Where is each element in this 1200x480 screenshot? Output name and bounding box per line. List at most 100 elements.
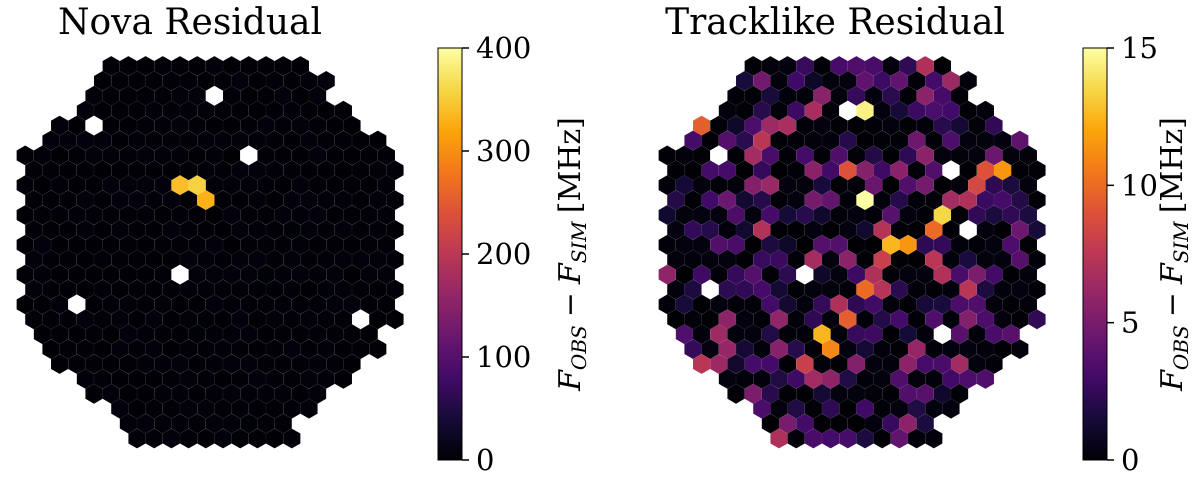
hex-pixel xyxy=(59,249,77,270)
hex-pixel xyxy=(710,115,728,136)
hex-pixel xyxy=(796,354,814,374)
hex-pixel xyxy=(369,339,387,359)
hex-pixel xyxy=(744,264,762,285)
dead-pixel xyxy=(85,115,103,136)
hex-pixel xyxy=(779,413,797,434)
hex-pixel xyxy=(59,279,77,300)
hex-pixel xyxy=(787,398,805,419)
hex-pixel xyxy=(908,71,926,91)
hex-pixel xyxy=(180,279,198,300)
hex-pixel xyxy=(693,324,711,345)
hex-pixel xyxy=(908,130,926,151)
hex-pixel xyxy=(76,190,94,210)
hex-pixel xyxy=(128,190,146,210)
hex-pixel xyxy=(33,205,51,225)
hex-pixel xyxy=(231,190,249,210)
hex-pixel xyxy=(274,264,292,285)
hex-pixel xyxy=(145,100,163,121)
hex-pixel xyxy=(257,294,275,315)
hex-pixel xyxy=(248,100,266,121)
hex-pixel xyxy=(317,160,335,181)
hex-pixel xyxy=(180,369,198,389)
hex-pixel xyxy=(985,175,1003,196)
hex-pixel xyxy=(334,279,352,300)
hex-pixel xyxy=(908,220,926,240)
hex-pixel xyxy=(231,220,249,240)
hex-pixel xyxy=(197,398,215,419)
hex-pixel xyxy=(787,309,805,330)
dead-pixel xyxy=(839,100,857,121)
hex-pixel xyxy=(744,294,762,315)
hex-pixel xyxy=(839,279,857,300)
hex-pixel xyxy=(205,205,223,225)
hex-pixel xyxy=(1028,309,1046,330)
hex-pixel xyxy=(873,369,891,389)
hex-pixel xyxy=(334,309,352,330)
hex-pixel xyxy=(1019,175,1037,196)
hex-pixel xyxy=(154,413,172,434)
hex-pixel xyxy=(856,100,874,121)
hex-pixel xyxy=(309,294,327,315)
hex-pixel xyxy=(162,339,180,359)
hex-pixel xyxy=(352,249,370,270)
hex-pixel xyxy=(822,428,840,449)
hex-pixel xyxy=(736,160,754,181)
hex-pixel xyxy=(882,354,900,374)
hex-pixel xyxy=(933,205,951,225)
hex-pixel xyxy=(248,160,266,181)
hex-pixel xyxy=(205,175,223,196)
hex-pixel xyxy=(334,130,352,151)
hex-pixel xyxy=(291,324,309,345)
hex-pixel xyxy=(266,220,284,240)
hex-pixel xyxy=(804,100,822,121)
hex-pixel xyxy=(830,175,848,196)
hex-pixel xyxy=(85,145,103,166)
hex-pixel xyxy=(360,175,378,196)
hex-pixel xyxy=(283,339,301,359)
colorbar-gradient xyxy=(437,47,463,461)
hex-pixel xyxy=(171,413,189,434)
hex-pixel xyxy=(718,249,736,270)
hex-pixel xyxy=(145,160,163,181)
hex-pixel xyxy=(128,130,146,151)
hex-pixel xyxy=(994,249,1012,270)
hex-pixel xyxy=(326,145,344,166)
colorbar-tick-label: 10 xyxy=(1121,168,1158,202)
hex-pixel xyxy=(804,339,822,359)
hex-pixel xyxy=(180,428,198,449)
hex-pixel xyxy=(274,383,292,404)
hex-pixel xyxy=(223,294,241,315)
hex-pixel xyxy=(1011,339,1029,359)
hex-pixel xyxy=(283,130,301,151)
hex-pixel xyxy=(675,145,693,166)
hex-pixel xyxy=(796,413,814,434)
hex-pixel xyxy=(1011,249,1029,270)
hex-pixel xyxy=(102,56,120,76)
hex-pixel xyxy=(985,145,1003,166)
hex-pixel xyxy=(274,354,292,374)
hex-pixel xyxy=(16,234,34,255)
hex-pixel xyxy=(744,234,762,255)
hex-pixel xyxy=(658,205,676,225)
dead-pixel xyxy=(933,324,951,345)
hex-pixel xyxy=(882,383,900,404)
hex-pixel xyxy=(822,369,840,389)
hex-pixel xyxy=(248,71,266,91)
hex-pixel xyxy=(197,130,215,151)
hex-pixel xyxy=(787,100,805,121)
hex-pixel xyxy=(25,220,43,240)
hex-pixel xyxy=(925,100,943,121)
hex-pixel xyxy=(1028,220,1046,240)
hex-pixel xyxy=(1002,175,1020,196)
hex-pixel xyxy=(744,205,762,225)
hex-pixel xyxy=(85,264,103,285)
hex-pixel xyxy=(111,160,129,181)
hex-pixel xyxy=(779,264,797,285)
hex-pixel xyxy=(377,294,395,315)
hex-pixel xyxy=(976,339,994,359)
hex-pixel xyxy=(137,383,155,404)
hex-pixel xyxy=(188,205,206,225)
hex-pixel xyxy=(188,115,206,136)
hex-pixel xyxy=(42,309,60,330)
hex-pixel xyxy=(266,130,284,151)
